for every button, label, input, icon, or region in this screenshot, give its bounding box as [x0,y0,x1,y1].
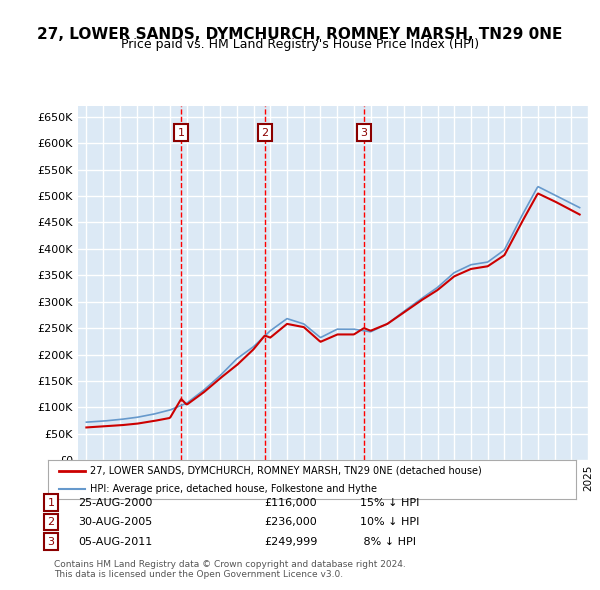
Text: 27, LOWER SANDS, DYMCHURCH, ROMNEY MARSH, TN29 0NE: 27, LOWER SANDS, DYMCHURCH, ROMNEY MARSH… [37,27,563,41]
Text: £116,000: £116,000 [264,498,317,507]
Text: £249,999: £249,999 [264,537,317,546]
Text: 1: 1 [47,498,55,507]
Text: 3: 3 [47,537,55,546]
Text: 30-AUG-2005: 30-AUG-2005 [78,517,152,527]
Text: 15% ↓ HPI: 15% ↓ HPI [360,498,419,507]
Text: 27, LOWER SANDS, DYMCHURCH, ROMNEY MARSH, TN29 0NE (detached house): 27, LOWER SANDS, DYMCHURCH, ROMNEY MARSH… [90,466,482,476]
Text: 8% ↓ HPI: 8% ↓ HPI [360,537,416,546]
Text: 2: 2 [47,517,55,527]
Text: 10% ↓ HPI: 10% ↓ HPI [360,517,419,527]
Text: Price paid vs. HM Land Registry's House Price Index (HPI): Price paid vs. HM Land Registry's House … [121,38,479,51]
Text: Contains HM Land Registry data © Crown copyright and database right 2024.
This d: Contains HM Land Registry data © Crown c… [54,560,406,579]
Text: 05-AUG-2011: 05-AUG-2011 [78,537,152,546]
Text: 25-AUG-2000: 25-AUG-2000 [78,498,152,507]
Text: 3: 3 [361,127,367,137]
Text: £236,000: £236,000 [264,517,317,527]
Text: 1: 1 [178,127,184,137]
Text: 2: 2 [261,127,268,137]
Text: HPI: Average price, detached house, Folkestone and Hythe: HPI: Average price, detached house, Folk… [90,484,377,494]
